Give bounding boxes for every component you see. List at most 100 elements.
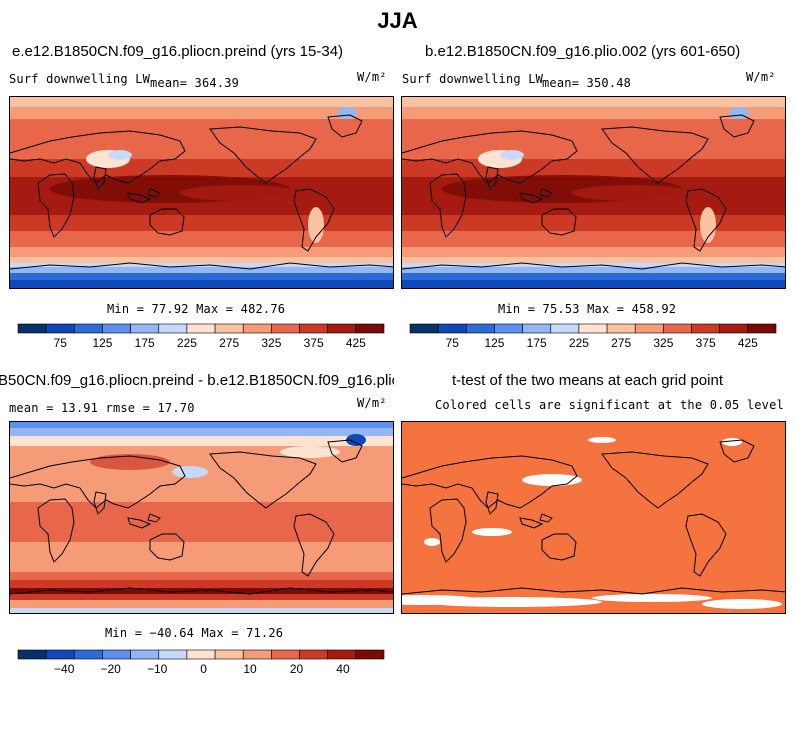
field-band [10, 436, 393, 446]
colorbar-tick-label: 75 [54, 336, 68, 350]
panel2-mean-label: mean= 350.48 [542, 76, 632, 90]
colorbar-tick-label: 375 [304, 336, 324, 350]
coastline [719, 439, 755, 463]
colorbar-tick-label: 125 [92, 336, 112, 350]
field-band [10, 428, 393, 436]
coastline [37, 173, 75, 238]
negative-anomaly [280, 446, 340, 458]
colorbar-tick-label: 225 [177, 336, 197, 350]
colorbar-swatch [45, 649, 75, 660]
coastline [685, 513, 727, 577]
panel2-colorbar: 75 125 175 225 275 325 375 425 [409, 323, 777, 350]
coastline [485, 166, 499, 190]
colorbar-swatch [74, 323, 103, 334]
colorbar-swatch [242, 323, 272, 334]
coastline [127, 192, 152, 204]
colorbar-tick-label: 225 [569, 336, 589, 350]
field-band [10, 137, 393, 159]
panel4-subtitle: Colored cells are significant at the 0.0… [435, 398, 784, 412]
colorbar-swatch [158, 323, 188, 334]
coastline [293, 188, 335, 252]
field-band [402, 137, 785, 159]
colorbar-tick-label: 75 [446, 336, 460, 350]
panel1-colorbar: 75 125 175 225 275 325 375 425 [17, 323, 385, 350]
colorbar-swatch [522, 323, 552, 334]
field-band [10, 542, 393, 572]
coastline [402, 130, 578, 184]
field-band [402, 273, 785, 280]
tibet-low [108, 150, 132, 160]
colorbar-swatch [299, 323, 328, 334]
field-band [10, 608, 393, 613]
field-band [402, 107, 785, 119]
figure-title: JJA [377, 8, 418, 33]
coastline [147, 513, 161, 523]
coastline [149, 533, 185, 561]
field-band [10, 580, 393, 588]
colorbar-swatch [437, 323, 467, 334]
coastline [149, 208, 185, 236]
panel2-units: W/m² [746, 70, 776, 84]
colorbar-swatch [466, 323, 495, 334]
andes-low [308, 207, 324, 243]
coastline [10, 587, 393, 595]
coastline [429, 498, 467, 563]
coastline [127, 517, 152, 529]
colorbar-swatch [327, 649, 357, 660]
colorbar-swatch [355, 649, 385, 660]
coastline [539, 513, 553, 523]
field-band [10, 247, 393, 257]
colorbar-tick-label: 325 [261, 336, 281, 350]
insignificant-cells [592, 594, 712, 602]
colorbar-swatch [355, 323, 385, 334]
insignificant-cells [422, 597, 602, 607]
panel4-title: t-test of the two means at each grid poi… [452, 372, 723, 389]
colorbar-swatch [271, 323, 300, 334]
coastline [519, 192, 544, 204]
coastline [539, 188, 553, 198]
colorbar-swatch [186, 649, 216, 660]
field-band [572, 185, 692, 201]
coastline [147, 188, 161, 198]
panel3-minmax: Min = −40.64 Max = 71.26 [105, 626, 284, 640]
field-band [10, 159, 393, 177]
field-band [402, 97, 785, 107]
panel4-map [401, 421, 786, 614]
field-band [10, 267, 393, 273]
colorbar-swatch [158, 649, 188, 660]
field-band [402, 267, 785, 273]
colorbar-tick-label: 425 [346, 336, 366, 350]
panel2-title: b.e12.B1850CN.f09_g16.plio.002 (yrs 601-… [425, 43, 741, 60]
field-band [402, 231, 785, 247]
panel1-variable-label: Surf downwelling LW [9, 72, 151, 86]
coastline [519, 517, 544, 529]
field-band [402, 257, 785, 263]
colorbar-swatch [327, 323, 357, 334]
colorbar-swatch [409, 323, 439, 334]
colorbar-tick-label: 425 [738, 336, 758, 350]
colorbar-swatch [45, 323, 75, 334]
coastline [10, 455, 186, 509]
coastline [10, 130, 186, 184]
andes-low [700, 207, 716, 243]
field-band [10, 280, 393, 288]
coastline [541, 533, 577, 561]
colorbar-tick-label: 175 [135, 336, 155, 350]
colorbar-swatch [663, 323, 692, 334]
coastline [485, 491, 499, 515]
colorbar-swatch [494, 323, 523, 334]
colorbar-swatch [299, 649, 328, 660]
panel1-map-field [10, 97, 393, 288]
panel2-variable-label: Surf downwelling LW [402, 72, 544, 86]
panel3-colorbar: −40 −20 −10 0 10 20 40 [17, 649, 385, 676]
colorbar-swatch [102, 323, 131, 334]
field-band [10, 97, 393, 107]
panel3-map [9, 421, 394, 614]
colorbar-tick-label: 40 [336, 662, 350, 676]
coastline [327, 114, 363, 138]
colorbar-swatch [634, 323, 664, 334]
negative-anomaly [172, 466, 208, 478]
panel2-map-field [402, 97, 785, 288]
field-band [402, 280, 785, 288]
field-band [10, 215, 393, 231]
